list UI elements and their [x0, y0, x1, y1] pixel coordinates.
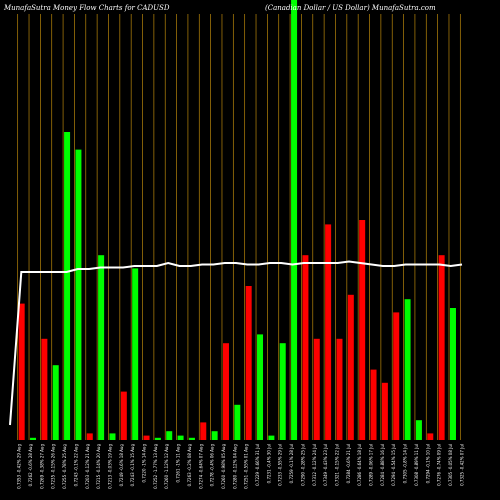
x-tick-label-1: 0.7353 -0.42% 29 Aug — [17, 444, 22, 489]
x-tick-label-26: 0.7290 -0.28% 25 Jul — [300, 444, 305, 486]
x-tick-label-13: 0.7252 -1.77% 13 Aug — [153, 444, 158, 489]
money-flow-bar-9 — [109, 433, 116, 440]
money-flow-bar-33 — [381, 382, 388, 440]
x-tick-label-2: 0.7262 -0.6% 28 Aug — [28, 444, 33, 487]
money-flow-bar-14 — [166, 431, 173, 440]
x-tick-label-25: 0.7259 -0.1% 28 Jul — [289, 444, 294, 483]
x-tick-label-15: 0.7261 -1% 11 Aug — [176, 444, 181, 483]
money-flow-bar-37 — [427, 433, 434, 440]
money-flow-bar-21 — [245, 286, 252, 440]
price-line-group — [9, 260, 463, 426]
chart-title: MunafaSutra Money Flow Charts for CADUSD — [3, 4, 170, 12]
x-tick-label-18: 0.7278 -0.4% 06 Aug — [210, 444, 215, 487]
money-flow-bar-15 — [177, 435, 184, 440]
money-flow-bar-26 — [302, 255, 309, 440]
money-flow-bar-4 — [52, 365, 59, 440]
money-flow-bar-2 — [30, 437, 37, 440]
money-flow-bar-28 — [325, 224, 332, 440]
x-tick-label-19: 0.7260 -0.98% 05 Aug — [221, 444, 226, 489]
money-flow-bars — [18, 0, 456, 440]
money-flow-bar-29 — [336, 338, 343, 440]
money-flow-bar-18 — [211, 431, 218, 440]
x-tick-label-23: 0.7231 -0.4% 30 Jul — [266, 444, 271, 483]
x-tick-label-39: 0.7305 -0.05% 08 Jul — [448, 444, 453, 486]
money-flow-bar-22 — [257, 334, 264, 440]
x-tick-label-12: 0.7220 -1% 14 Aug — [142, 444, 147, 483]
vertical-gridlines — [17, 14, 461, 440]
x-tick-label-4: 0.7235 -0.15% 26 Aug — [51, 444, 56, 489]
x-tick-label-10: 0.7249 -0.6% 18 Aug — [119, 444, 124, 487]
money-flow-bar-7 — [86, 433, 93, 440]
money-flow-bar-10 — [120, 391, 127, 440]
x-tick-label-17: 0.7274 -0.64% 07 Aug — [198, 444, 203, 489]
money-flow-bar-39 — [449, 308, 456, 440]
x-tick-label-21: 0.7251 -0.55% 01 Aug — [244, 444, 249, 489]
money-flow-bar-30 — [347, 294, 354, 440]
x-tick-label-34: 0.7294 -0.54% 15 Jul — [391, 444, 396, 486]
money-flow-bar-16 — [188, 437, 195, 440]
x-tick-label-28: 0.7349 -0.43% 23 Jul — [323, 444, 328, 486]
money-flow-bar-1 — [18, 303, 25, 440]
money-flow-bar-31 — [359, 220, 366, 440]
money-flow-bar-38 — [438, 255, 445, 440]
x-tick-label-7: 0.7203 -0.12% 21 Aug — [85, 444, 90, 489]
money-flow-bar-3 — [41, 338, 48, 440]
x-tick-label-22: 0.7229 -0.66% 31 Jul — [255, 444, 260, 486]
x-tick-label-16: 0.7263 -0.2% 08 Aug — [187, 444, 192, 487]
x-tick-label-9: 0.7213 -0.03% 19 Aug — [107, 444, 112, 489]
money-flow-bar-32 — [370, 369, 377, 440]
money-flow-bar-36 — [415, 420, 422, 440]
x-tick-label-35: 0.7305 -0.8% 14 Jul — [403, 444, 408, 483]
money-flow-bar-6 — [75, 149, 82, 440]
money-flow-bar-24 — [279, 343, 286, 440]
x-tick-label-31: 0.7286 -0.64% 18 Jul — [357, 444, 362, 486]
x-tick-label-38: 0.7276 -0.74% 09 Jul — [437, 444, 442, 486]
money-flow-bar-20 — [234, 404, 241, 440]
money-flow-bar-23 — [268, 435, 275, 440]
x-tick-label-33: 0.7284 -0.88% 16 Jul — [380, 444, 385, 486]
money-flow-bar-27 — [313, 338, 320, 440]
money-flow-bar-12 — [143, 435, 150, 440]
x-tick-label-6: 0.7243 -0.1% 22 Aug — [73, 444, 78, 487]
chart-subtitle: (Canadian Dollar / US Dollar) MunafaSutr… — [265, 4, 436, 12]
money-flow-bar-35 — [404, 299, 411, 440]
x-tick-label-24: 0.7233 -0.55% 29 Jul — [278, 444, 283, 486]
money-flow-bar-19 — [222, 343, 229, 440]
x-tick-label-36: 0.7308 -0.89% 11 Jul — [414, 444, 419, 486]
x-tick-label-3: 0.7269 -0.38% 27 Aug — [39, 444, 44, 489]
x-tick-label-8: 0.7215 -0.14% 20 Aug — [96, 444, 101, 489]
money-flow-bar-13 — [154, 437, 161, 440]
money-flow-bar-5 — [64, 132, 71, 440]
x-tick-label-20: 0.7280 -0.12% 04 Aug — [232, 444, 237, 489]
money-flow-bar-11 — [132, 268, 139, 440]
price-line — [9, 260, 463, 426]
x-tick-label-30: 0.7284 -0.6% 21 Jul — [346, 444, 351, 483]
money-flow-bar-8 — [98, 255, 105, 440]
money-flow-bar-34 — [393, 312, 400, 440]
x-tick-label-5: 0.7255 -0.78% 25 Aug — [62, 444, 67, 489]
money-flow-bar-25 — [291, 0, 298, 440]
x-tick-label-29: 0.7321 -0.15% 22 Jul — [334, 444, 339, 486]
money-flow-bar-17 — [200, 422, 207, 440]
x-tick-label-37: 0.7294 -0.1% 10 Jul — [425, 444, 430, 483]
x-tick-label-14: 0.7260 -1.12% 12 Aug — [164, 444, 169, 489]
x-tick-label-40: 0.7325 -0.42% 07 Jul — [459, 444, 464, 486]
x-tick-label-32: 0.7289 -0.06% 17 Jul — [369, 444, 374, 486]
x-tick-label-11: 0.7243 -0.1% 15 Aug — [130, 444, 135, 487]
x-tick-label-27: 0.7312 -0.12% 24 Jul — [312, 444, 317, 486]
x-axis-tick-labels: 0.7353 -0.42% 29 Aug 0.7262 -0.6% 28 Aug 0… — [17, 444, 465, 489]
